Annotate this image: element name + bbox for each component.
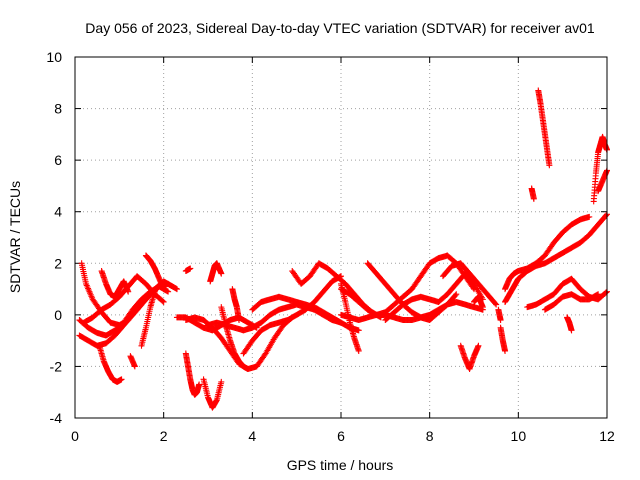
x-tick-label: 6 — [337, 428, 345, 444]
data-point — [568, 327, 575, 334]
x-tick-label: 12 — [599, 428, 615, 444]
series-track-4 — [80, 273, 167, 326]
series-track-32 — [502, 211, 610, 305]
series-track-27 — [439, 260, 500, 308]
data-point — [160, 286, 167, 293]
data-point — [452, 292, 459, 299]
y-tick-label: -4 — [50, 410, 63, 426]
x-axis-label: GPS time / hours — [287, 457, 394, 473]
data-point — [492, 300, 499, 307]
x-tick-label: 2 — [160, 428, 168, 444]
data-point — [603, 212, 610, 219]
data-point — [546, 162, 553, 169]
series-track-29 — [471, 293, 486, 311]
plot-frame — [74, 56, 608, 419]
series-track-20 — [240, 273, 344, 357]
series-track-14 — [200, 376, 225, 411]
data-point — [196, 381, 203, 388]
series-track-18 — [205, 301, 344, 334]
data-point — [355, 347, 362, 354]
data-point — [151, 288, 158, 295]
data-point — [530, 195, 537, 202]
data-point — [118, 376, 125, 383]
series-track-36 — [528, 185, 537, 202]
series-track-35 — [541, 291, 602, 313]
data-point — [236, 317, 243, 324]
data-point — [502, 347, 509, 354]
data-point — [603, 289, 610, 296]
y-tick-label: 6 — [54, 152, 62, 168]
data-point — [160, 298, 167, 305]
data-point — [173, 286, 180, 293]
data-markers — [76, 87, 610, 411]
series-track-5 — [96, 342, 125, 385]
series-track-13 — [182, 350, 203, 398]
y-tick-label: 8 — [54, 101, 62, 117]
series-track-3 — [78, 260, 176, 329]
series-track-25 — [364, 260, 460, 324]
series-track-7 — [142, 252, 167, 293]
series-track-34 — [524, 275, 610, 311]
grid — [75, 57, 607, 418]
data-point — [218, 378, 225, 385]
series-track-6 — [98, 268, 132, 300]
data-point — [479, 304, 486, 311]
y-tick-label: 10 — [46, 49, 62, 65]
x-tick-label: 8 — [426, 428, 434, 444]
y-tick-label: 4 — [54, 204, 62, 220]
data-point — [595, 291, 602, 298]
data-point — [475, 342, 482, 349]
data-point — [169, 283, 176, 290]
series-track-17 — [229, 286, 243, 324]
data-point — [493, 301, 500, 308]
x-tick-label: 10 — [511, 428, 527, 444]
x-tick-label: 0 — [71, 428, 79, 444]
series-track-8 — [138, 288, 158, 349]
series-track-30 — [497, 324, 509, 354]
series-track-37 — [535, 87, 553, 169]
series-track-39 — [590, 133, 610, 205]
series-track-15 — [207, 260, 225, 285]
series-track-33 — [502, 213, 593, 293]
y-tick-label: 2 — [54, 255, 62, 271]
series-track-28 — [457, 342, 482, 373]
chart-title: Day 056 of 2023, Sidereal Day-to-day VTE… — [85, 20, 595, 36]
data-point — [244, 366, 251, 373]
data-point — [218, 270, 225, 277]
data-point — [131, 363, 138, 370]
data-point — [159, 298, 166, 305]
data-point — [497, 317, 504, 324]
data-point — [355, 327, 362, 334]
data-point — [125, 288, 132, 295]
data-point — [453, 291, 460, 298]
series-track-38 — [564, 314, 575, 334]
data-point — [165, 288, 172, 295]
data-point — [187, 265, 194, 272]
x-tick-label: 4 — [248, 428, 256, 444]
series-track-31 — [495, 306, 504, 324]
y-axis-label: SDTVAR / TECUs — [7, 181, 23, 293]
y-tick-label: -2 — [50, 358, 63, 374]
y-tick-label: 0 — [54, 307, 62, 323]
series-track-10 — [182, 265, 194, 275]
series-track-9 — [127, 353, 138, 370]
data-point — [586, 213, 593, 220]
